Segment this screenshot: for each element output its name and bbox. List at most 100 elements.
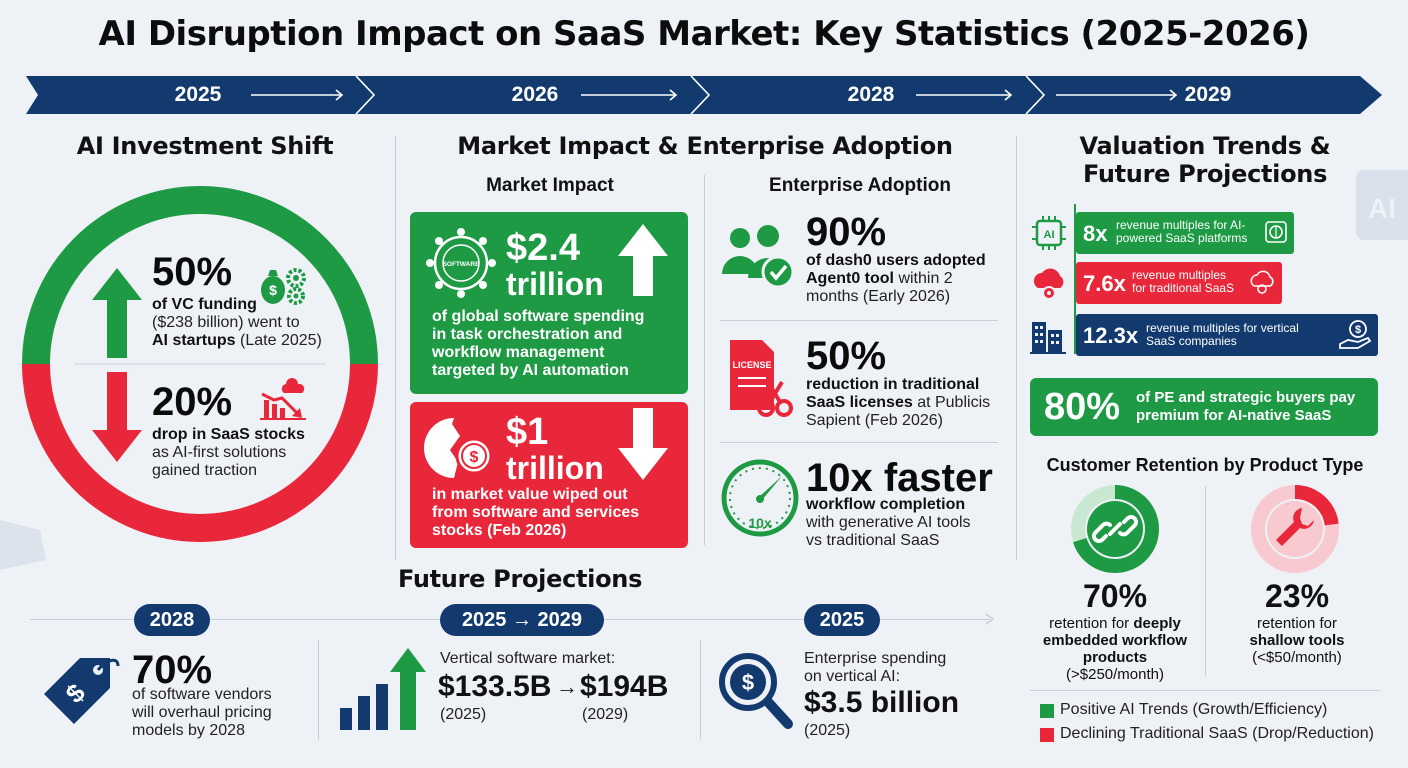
pe-premium-text: of PE and strategic buyers pay premium f… [1136, 389, 1372, 425]
adopt2-line2: at Publicis [912, 394, 991, 411]
software-spending-text: of global software spending in task orch… [432, 308, 682, 380]
pe-line2: premium for AI-native SaaS [1136, 407, 1332, 424]
card1-line1: of global software spending [432, 308, 645, 325]
vc-line2: ($238 billion) went to [152, 314, 300, 331]
retention-deep-text: retention for deeply embedded workflow p… [1030, 615, 1200, 683]
decorative-shape [0, 520, 46, 570]
legend-red-swatch [1040, 728, 1054, 742]
vc-line3-bold: AI startups [152, 332, 236, 349]
timeline-year-2028: 2028 [847, 83, 895, 106]
card2-line3: stocks (Feb 2026) [432, 522, 567, 539]
ai-multiple-value: 8x [1083, 221, 1108, 246]
timeline-arrow [26, 76, 1382, 114]
timeline-year-2029: 2029 [1184, 83, 1232, 106]
divider [1030, 690, 1380, 691]
brain-chip-icon [1265, 221, 1287, 243]
p1-line3: models by 2028 [132, 722, 245, 739]
p1-line2: will overhaul pricing [132, 704, 272, 721]
investment-ring [22, 186, 378, 542]
ret1-line1: retention for [1049, 615, 1134, 632]
pricing-overhaul-value: 70% [132, 648, 213, 692]
market-value-unit: trillion [506, 450, 604, 486]
vertical-market-label: Vertical software market: [440, 650, 616, 667]
divider [700, 640, 701, 740]
legend-declining: Declining Traditional SaaS (Drop/Reducti… [1060, 725, 1374, 742]
vertical-ai-spending-value: $3.5 billion [804, 686, 960, 719]
valuation-axis [1074, 204, 1076, 354]
stocks-line2: as AI-first solutions [152, 444, 287, 461]
retention-shallow-text: retention for shallow tools (<$50/month) [1212, 615, 1382, 666]
faster-text: workflow completion with generative AI t… [806, 496, 1006, 550]
cloud-gear-icon [1033, 268, 1064, 300]
row2-line2: for traditional SaaS [1132, 281, 1235, 295]
adoption-text: of dash0 users adopted Agent0 tool withi… [806, 252, 1006, 306]
divider [720, 320, 998, 321]
faster-value: 10x faster [806, 456, 993, 500]
projections-heading: Future Projections [397, 565, 643, 593]
valuation-heading: Valuation Trends & Future Projections [1030, 132, 1380, 188]
stocks-line3: gained traction [152, 462, 257, 479]
adopt2-line1: reduction in traditional [806, 376, 980, 393]
license-reduction-text: reduction in traditional SaaS licenses a… [806, 376, 1006, 430]
market-value-value: $1 [506, 411, 549, 453]
svg-text:$: $ [470, 449, 479, 466]
saas-stocks-text: drop in SaaS stocks as AI-first solution… [152, 426, 352, 480]
legend-green-swatch [1040, 704, 1054, 718]
ret1-line3: products [1082, 649, 1148, 666]
market-heading: Market Impact & Enterprise Adoption [457, 132, 953, 160]
vc-line1: of VC funding [152, 296, 257, 313]
divider [720, 442, 998, 443]
declining-chart-icon [260, 378, 306, 420]
pricing-overhaul-text: of software vendors will overhaul pricin… [132, 686, 312, 740]
ai-chip-watermark-icon: AI [1356, 170, 1408, 240]
license-badge-label: LICENSE [732, 360, 771, 370]
ret1-line2: embedded workflow [1042, 632, 1188, 649]
retention-shallow-value: 23% [1264, 578, 1330, 614]
p3-line1: Enterprise spending [804, 650, 947, 667]
row1-line2: powered SaaS platforms [1116, 231, 1248, 245]
market-impact-heading: Market Impact [486, 175, 614, 196]
arrow-down-icon [92, 372, 142, 462]
adoption-value: 90% [806, 210, 887, 254]
vertical-market-2029-value: $194B [580, 670, 669, 703]
projection-pill-2028: 2028 [134, 604, 210, 636]
retention-donut-70 [1071, 485, 1159, 573]
retention-deep-value: 70% [1082, 578, 1148, 614]
ai-badge-label: AI [1044, 229, 1055, 241]
software-spending-unit: trillion [506, 266, 604, 302]
vertical-market-2025-year: (2025) [440, 706, 487, 723]
vc-line3: (Late 2025) [235, 332, 322, 349]
p3-line2: on vertical AI: [804, 668, 901, 685]
divider [395, 136, 396, 560]
card1-line2: in task orchestration and [432, 326, 623, 343]
software-spending-value: $2.4 [506, 227, 580, 269]
price-tag-icon: $ [44, 658, 120, 724]
users-check-icon [722, 225, 795, 289]
row2-line1: revenue multiples [1132, 268, 1227, 282]
legend-positive: Positive AI Trends (Growth/Efficiency) [1060, 701, 1328, 718]
divider [704, 175, 705, 545]
retention-donut-23 [1251, 485, 1339, 573]
card1-line3: workflow management [432, 344, 605, 361]
retention-heading: Customer Retention by Product Type [1046, 455, 1364, 475]
arrow-up-icon [92, 268, 142, 358]
ret2-line2: shallow tools [1249, 632, 1345, 649]
row3-line2: SaaS companies [1146, 334, 1237, 348]
adopt1-line2: within 2 [894, 270, 953, 287]
timeline-year-2026: 2026 [511, 83, 559, 106]
valuation-heading-line1: Valuation Trends & [1079, 132, 1331, 160]
ret1-line4: (>$250/month) [1066, 666, 1164, 683]
adopt3-line2: with generative AI tools [806, 514, 971, 531]
timeline-year-2025: 2025 [174, 83, 222, 106]
vertical-multiple-value: 12.3x [1083, 323, 1139, 348]
magnifier-dollar-icon: $ [719, 653, 793, 729]
saas-stocks-value: 20% [152, 380, 233, 424]
svg-text:AI: AI [1368, 193, 1396, 224]
arrow-down-icon [618, 408, 668, 480]
investment-heading: AI Investment Shift [76, 132, 334, 160]
adopt2-line3: Sapient (Feb 2026) [806, 412, 943, 429]
broken-coin-icon: $ [424, 418, 493, 478]
vertical-ai-spending-label: Enterprise spending on vertical AI: [804, 650, 1004, 686]
svg-text:$: $ [742, 670, 754, 695]
pe-premium-card [1030, 378, 1378, 436]
